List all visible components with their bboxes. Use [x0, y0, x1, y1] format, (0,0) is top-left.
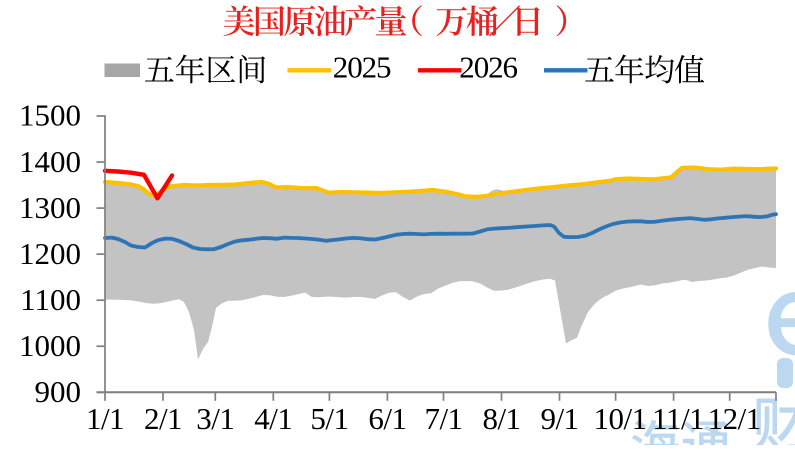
- svg-text:11/1: 11/1: [652, 401, 704, 436]
- svg-text:12/1: 12/1: [708, 401, 761, 436]
- svg-text:3/1: 3/1: [196, 401, 234, 436]
- svg-text:900: 900: [35, 374, 82, 409]
- svg-text:7/1: 7/1: [424, 401, 462, 436]
- svg-text:1100: 1100: [20, 282, 81, 317]
- svg-text:1500: 1500: [19, 98, 81, 133]
- svg-text:2025: 2025: [333, 50, 391, 85]
- svg-text:5/1: 5/1: [310, 401, 348, 436]
- svg-text:2/1: 2/1: [144, 401, 182, 436]
- svg-text:1300: 1300: [19, 190, 81, 225]
- svg-text:1400: 1400: [19, 144, 81, 179]
- svg-text:4/1: 4/1: [254, 401, 292, 436]
- svg-text:8/1: 8/1: [482, 401, 520, 436]
- svg-text:9/1: 9/1: [540, 401, 578, 436]
- svg-text:1/1: 1/1: [86, 401, 124, 436]
- svg-text:1000: 1000: [19, 328, 81, 363]
- svg-text:2026: 2026: [459, 50, 517, 85]
- svg-text:1200: 1200: [19, 236, 81, 271]
- svg-text:10/1: 10/1: [594, 401, 647, 436]
- svg-text:6/1: 6/1: [368, 401, 406, 436]
